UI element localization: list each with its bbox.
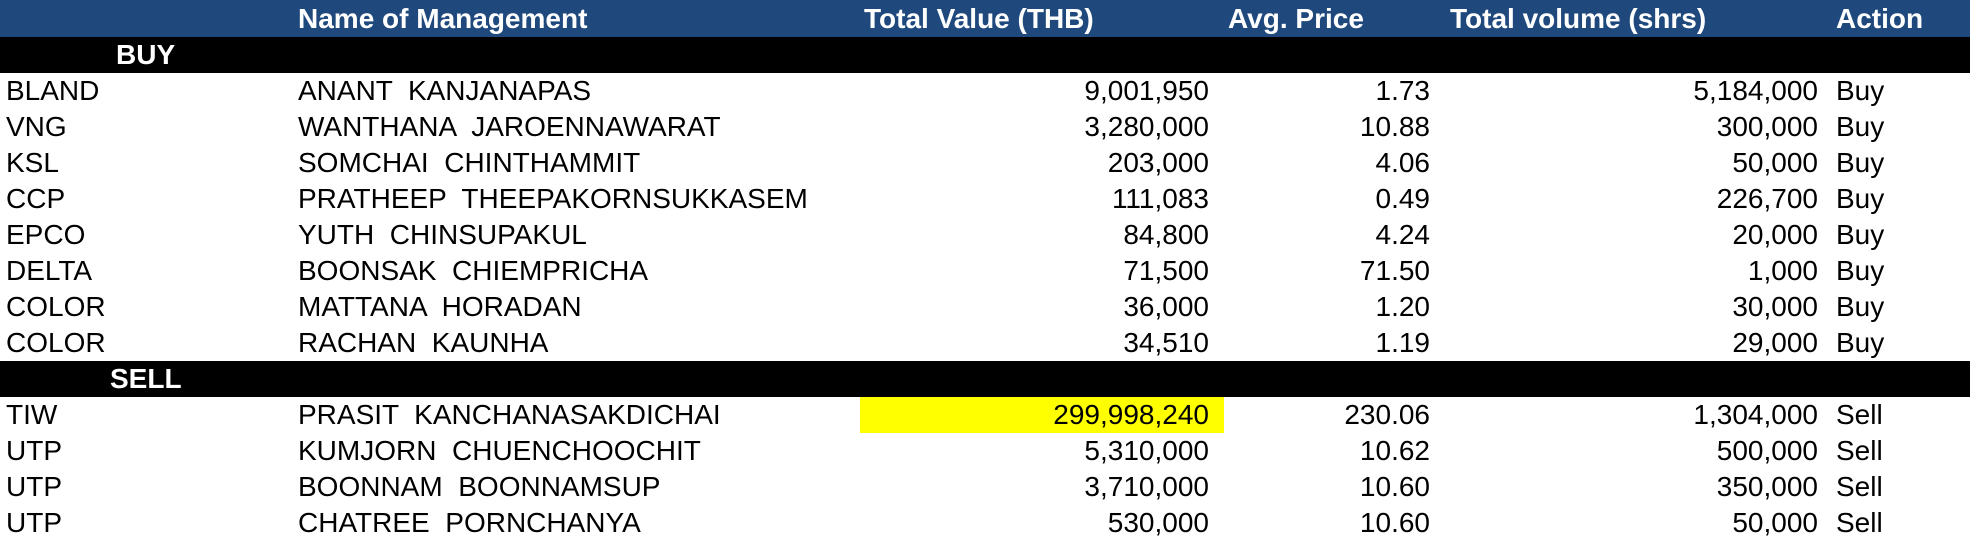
total-value-cell: 71,500 — [1123, 255, 1209, 286]
total-volume-cell: 300,000 — [1716, 111, 1818, 142]
action-cell: Buy — [1836, 219, 1885, 250]
total-value-cell: 3,280,000 — [1084, 111, 1209, 142]
table-header: Name of Management Total Value (THB) Avg… — [0, 0, 1970, 37]
total-value-cell: 36,000 — [1123, 291, 1209, 322]
action-cell: Buy — [1836, 111, 1885, 142]
table-row: COLOR RACHAN KAUNHA 34,510 1.19 29,000 B… — [0, 325, 1970, 361]
symbol-cell: UTP — [6, 435, 62, 466]
name-cell: BOONNAM BOONNAMSUP — [298, 471, 661, 502]
header-action: Action — [1836, 3, 1924, 34]
total-value-cell: 111,083 — [1111, 183, 1209, 214]
avg-price-cell: 4.06 — [1375, 147, 1431, 178]
name-cell: SOMCHAI CHINTHAMMIT — [298, 147, 641, 178]
total-volume-cell: 350,000 — [1716, 471, 1818, 502]
avg-price-cell: 230.06 — [1344, 399, 1430, 430]
name-cell: RACHAN KAUNHA — [298, 327, 549, 358]
symbol-cell: CCP — [6, 183, 66, 214]
total-value-cell: 34,510 — [1123, 327, 1209, 358]
action-cell: Buy — [1836, 255, 1885, 286]
total-value-cell: 530,000 — [1107, 507, 1209, 538]
sell-section-label: SELL — [110, 363, 182, 394]
table-row: KSL SOMCHAI CHINTHAMMIT 203,000 4.06 50,… — [0, 145, 1970, 181]
avg-price-cell: 10.60 — [1359, 471, 1430, 502]
table-row: VNG WANTHANA JAROENNAWARAT 3,280,000 10.… — [0, 109, 1970, 145]
table-row: COLOR MATTANA HORADAN 36,000 1.20 30,000… — [0, 289, 1970, 325]
action-cell: Sell — [1836, 507, 1883, 538]
total-value-cell: 203,000 — [1107, 147, 1209, 178]
action-cell: Buy — [1836, 147, 1885, 178]
header-name-of-management: Name of Management — [298, 3, 588, 34]
total-volume-cell: 500,000 — [1716, 435, 1818, 466]
table-row: UTP CHATREE PORNCHANYA 530,000 10.60 50,… — [0, 505, 1970, 541]
avg-price-cell: 10.60 — [1359, 507, 1430, 538]
total-volume-cell: 50,000 — [1732, 147, 1818, 178]
symbol-cell: COLOR — [6, 327, 106, 358]
symbol-cell: UTP — [6, 471, 62, 502]
total-value-cell: 3,710,000 — [1084, 471, 1209, 502]
total-volume-cell: 30,000 — [1732, 291, 1818, 322]
header-symbol — [6, 0, 286, 37]
name-cell: KUMJORN CHUENCHOOCHIT — [298, 435, 701, 466]
action-cell: Sell — [1836, 399, 1883, 430]
symbol-cell: UTP — [6, 507, 62, 538]
name-cell: PRATHEEP THEEPAKORNSUKKASEM — [298, 183, 808, 214]
avg-price-cell: 71.50 — [1359, 255, 1430, 286]
table-row: EPCO YUTH CHINSUPAKUL 84,800 4.24 20,000… — [0, 217, 1970, 253]
total-volume-cell: 20,000 — [1732, 219, 1818, 250]
action-cell: Buy — [1836, 183, 1885, 214]
table-row: BLAND ANANT KANJANAPAS 9,001,950 1.73 5,… — [0, 73, 1970, 109]
header-avg-price: Avg. Price — [1228, 3, 1364, 34]
symbol-cell: DELTA — [6, 255, 93, 286]
avg-price-cell: 4.24 — [1375, 219, 1431, 250]
total-value-cell: 5,310,000 — [1084, 435, 1209, 466]
total-volume-cell: 29,000 — [1732, 327, 1818, 358]
avg-price-cell: 1.73 — [1375, 75, 1431, 106]
action-cell: Sell — [1836, 435, 1883, 466]
total-value-cell: 299,998,240 — [1053, 399, 1209, 430]
total-value-cell: 9,001,950 — [1084, 75, 1209, 106]
buy-section-label: BUY — [116, 39, 176, 70]
symbol-cell: KSL — [6, 147, 59, 178]
name-cell: BOONSAK CHIEMPRICHA — [298, 255, 649, 286]
total-volume-cell: 1,304,000 — [1693, 399, 1818, 430]
header-total-volume: Total volume (shrs) — [1450, 3, 1707, 34]
name-cell: CHATREE PORNCHANYA — [298, 507, 641, 538]
avg-price-cell: 10.88 — [1359, 111, 1430, 142]
avg-price-cell: 10.62 — [1359, 435, 1430, 466]
action-cell: Buy — [1836, 327, 1885, 358]
symbol-cell: TIW — [6, 399, 58, 430]
total-volume-cell: 50,000 — [1732, 507, 1818, 538]
table-row: TIW PRASIT KANCHANASAKDICHAI 299,998,240… — [0, 397, 1970, 433]
table-row: DELTA BOONSAK CHIEMPRICHA 71,500 71.50 1… — [0, 253, 1970, 289]
name-cell: WANTHANA JAROENNAWARAT — [298, 111, 721, 142]
avg-price-cell: 0.49 — [1375, 183, 1431, 214]
total-value-cell: 84,800 — [1123, 219, 1209, 250]
table-row: UTP BOONNAM BOONNAMSUP 3,710,000 10.60 3… — [0, 469, 1970, 505]
sell-section-header: SELL — [0, 361, 1970, 397]
buy-section-header: BUY — [0, 37, 1970, 73]
avg-price-cell: 1.20 — [1375, 291, 1431, 322]
symbol-cell: VNG — [6, 111, 67, 142]
total-volume-cell: 1,000 — [1747, 255, 1818, 286]
action-cell: Buy — [1836, 75, 1885, 106]
name-cell: MATTANA HORADAN — [298, 291, 582, 322]
table-row: CCP PRATHEEP THEEPAKORNSUKKASEM 111,083 … — [0, 181, 1970, 217]
avg-price-cell: 1.19 — [1375, 327, 1431, 358]
total-volume-cell: 226,700 — [1716, 183, 1818, 214]
total-volume-cell: 5,184,000 — [1693, 75, 1818, 106]
highlighted-value-background — [860, 397, 1224, 433]
symbol-cell: BLAND — [6, 75, 100, 106]
action-cell: Buy — [1836, 291, 1885, 322]
symbol-cell: COLOR — [6, 291, 106, 322]
action-cell: Sell — [1836, 471, 1883, 502]
name-cell: ANANT KANJANAPAS — [298, 75, 592, 106]
name-cell: PRASIT KANCHANASAKDICHAI — [298, 399, 721, 430]
header-total-value: Total Value (THB) — [864, 3, 1094, 34]
symbol-cell: EPCO — [6, 219, 86, 250]
name-cell: YUTH CHINSUPAKUL — [298, 219, 587, 250]
table-row: UTP KUMJORN CHUENCHOOCHIT 5,310,000 10.6… — [0, 433, 1970, 469]
